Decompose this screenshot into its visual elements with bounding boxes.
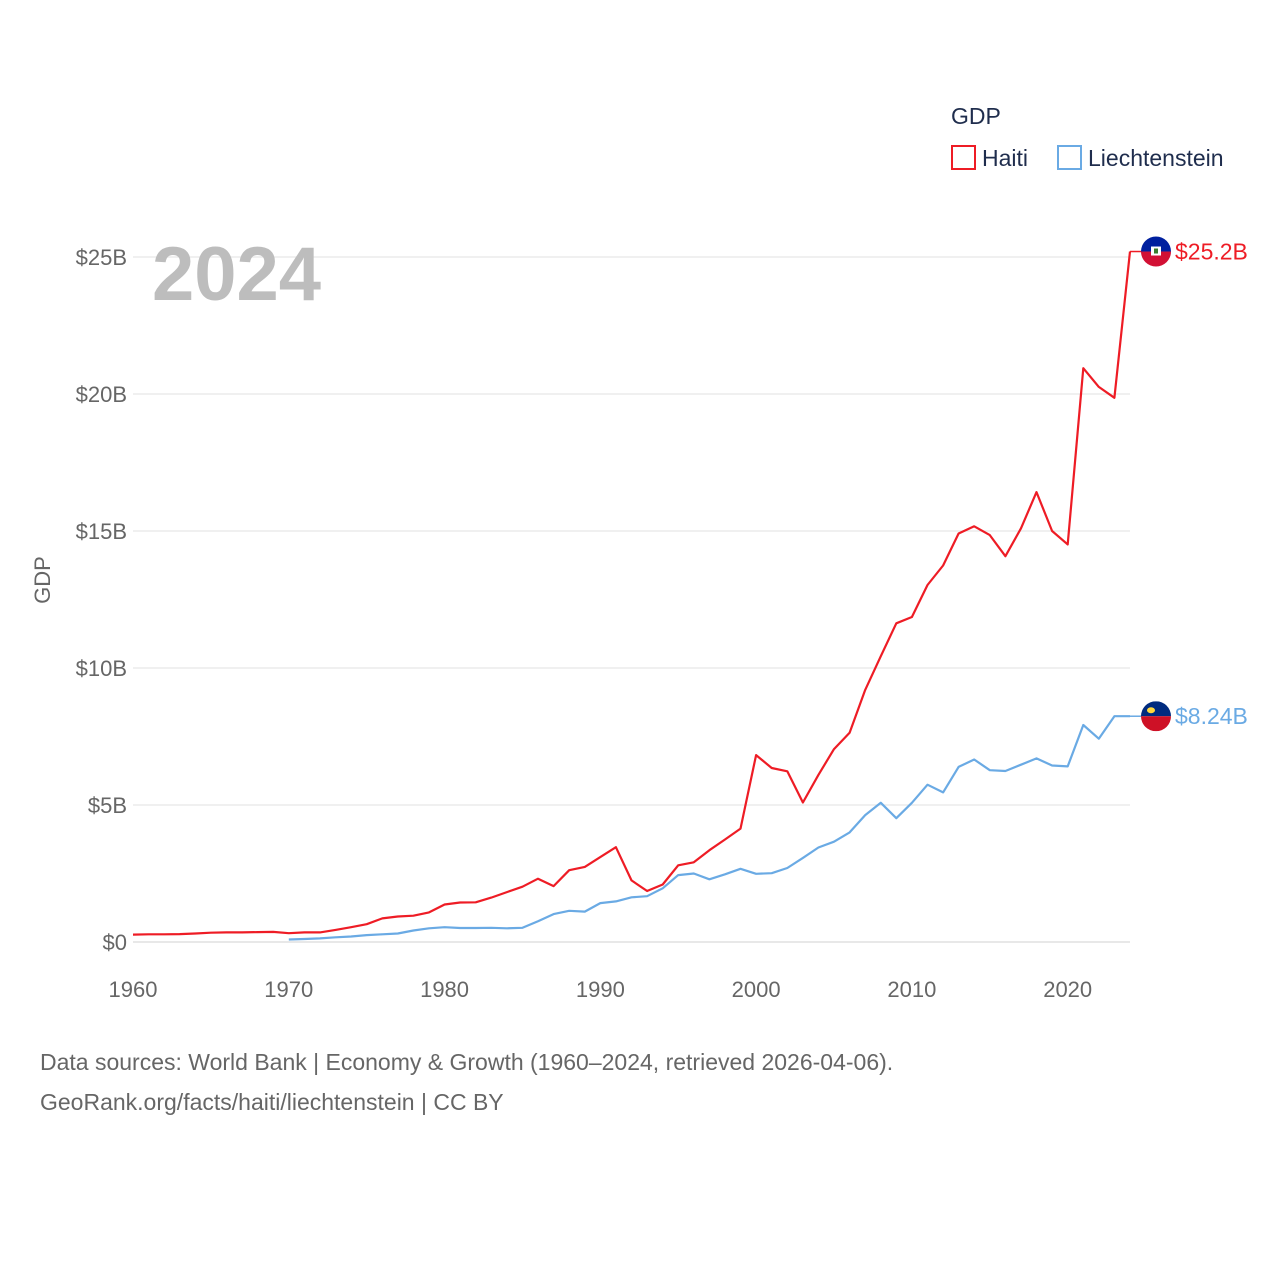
end-marker-haiti: $25.2B <box>1130 236 1248 267</box>
x-tick-label: 1990 <box>576 977 625 1002</box>
legend-label-liechtenstein[interactable]: Liechtenstein <box>1088 145 1224 171</box>
y-axis-ticks: $0 $5B $10B $15B $20B $25B <box>76 245 127 955</box>
legend-title: GDP <box>951 103 1001 129</box>
liechtenstein-flag-icon <box>1141 701 1171 732</box>
y-tick-label: $5B <box>88 793 127 818</box>
x-tick-label: 2000 <box>732 977 781 1002</box>
year-label: 2024 <box>152 232 321 317</box>
series-line-liechtenstein[interactable] <box>288 715 1130 941</box>
footer: Data sources: World Bank | Economy & Gro… <box>40 1042 893 1122</box>
gdp-line-chart: $0 $5B $10B $15B $20B $25B 1960 1970 1980 1990 20… <box>30 103 1248 1002</box>
x-axis-ticks: 1960 1970 1980 1990 2000 2010 2020 <box>109 977 1093 1002</box>
series-line-haiti[interactable] <box>132 251 1132 936</box>
end-label-haiti: $25.2B <box>1175 239 1248 265</box>
y-tick-label: $10B <box>76 656 127 681</box>
x-tick-label: 1980 <box>420 977 469 1002</box>
x-tick-label: 1970 <box>264 977 313 1002</box>
legend: GDP Haiti Liechtenstein <box>951 103 1224 171</box>
end-label-liechtenstein: $8.24B <box>1175 703 1248 729</box>
legend-swatch-liechtenstein[interactable] <box>1057 145 1082 170</box>
end-marker-liechtenstein: $8.24B <box>1130 701 1248 732</box>
legend-label-haiti[interactable]: Haiti <box>982 145 1028 171</box>
y-tick-label: $20B <box>76 382 127 407</box>
y-axis-label: GDP <box>30 556 55 604</box>
y-tick-label: $15B <box>76 519 127 544</box>
y-tick-label: $0 <box>103 930 127 955</box>
haiti-flag-icon <box>1141 236 1171 267</box>
source-url-text: GeoRank.org/facts/haiti/liechtenstein | … <box>40 1089 504 1115</box>
y-tick-label: $25B <box>76 245 127 270</box>
x-tick-label: 2020 <box>1043 977 1092 1002</box>
x-tick-label: 2010 <box>887 977 936 1002</box>
gridlines <box>133 256 1130 943</box>
x-tick-label: 1960 <box>109 977 158 1002</box>
legend-swatch-haiti[interactable] <box>951 145 976 170</box>
data-sources-text: Data sources: World Bank | Economy & Gro… <box>40 1049 894 1075</box>
